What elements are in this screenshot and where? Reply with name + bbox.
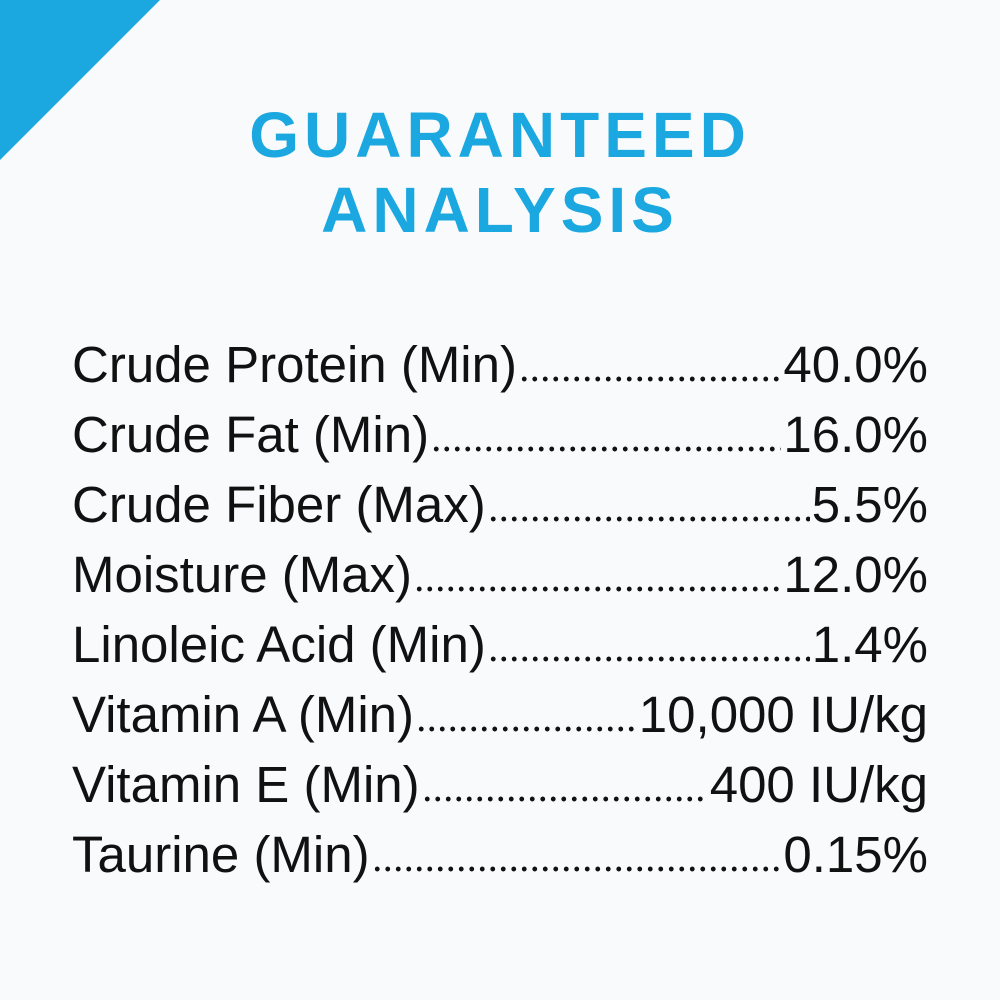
table-row: Crude Fiber (Max) 5.5% (72, 470, 928, 540)
nutrient-value: 12.0% (783, 546, 928, 603)
nutrient-name: Taurine (Min) (72, 826, 370, 883)
table-row: Crude Fat (Min) 16.0% (72, 400, 928, 470)
nutrient-value: 400 IU/kg (709, 756, 928, 813)
leader-dots (487, 516, 810, 522)
nutrient-name: Crude Protein (Min) (72, 336, 517, 393)
leader-dots (431, 446, 782, 452)
nutrient-name: Vitamin A (Min) (72, 686, 415, 743)
table-row: Moisture (Max) 12.0% (72, 540, 928, 610)
table-row: Vitamin A (Min) 10,000 IU/kg (72, 680, 928, 750)
nutrient-name: Linoleic Acid (Min) (72, 616, 486, 673)
table-row: Vitamin E (Min) 400 IU/kg (72, 750, 928, 820)
leader-dots (487, 656, 810, 662)
leader-dots (518, 376, 782, 382)
title-line: GUARANTEED (249, 99, 751, 171)
nutrient-name: Crude Fat (Min) (72, 406, 430, 463)
leader-dots (416, 726, 637, 732)
nutrient-value: 0.15% (783, 826, 928, 883)
leader-dots (421, 796, 708, 802)
title-line: ANALYSIS (321, 174, 679, 246)
table-row: Crude Protein (Min) 40.0% (72, 330, 928, 400)
leader-dots (414, 586, 782, 592)
table-row: Taurine (Min) 0.15% (72, 820, 928, 890)
nutrient-value: 16.0% (783, 406, 928, 463)
nutrient-value: 40.0% (783, 336, 928, 393)
leader-dots (371, 866, 782, 872)
nutrient-name: Crude Fiber (Max) (72, 476, 486, 533)
nutrient-name: Vitamin E (Min) (72, 756, 420, 813)
nutrient-value: 5.5% (811, 476, 928, 533)
nutrient-name: Moisture (Max) (72, 546, 413, 603)
table-row: Linoleic Acid (Min) 1.4% (72, 610, 928, 680)
nutrient-value: 1.4% (811, 616, 928, 673)
nutrient-value: 10,000 IU/kg (638, 686, 928, 743)
triangle (0, 0, 160, 160)
analysis-table: Crude Protein (Min) 40.0% Crude Fat (Min) 1… (72, 330, 928, 890)
corner-triangle (0, 0, 160, 160)
